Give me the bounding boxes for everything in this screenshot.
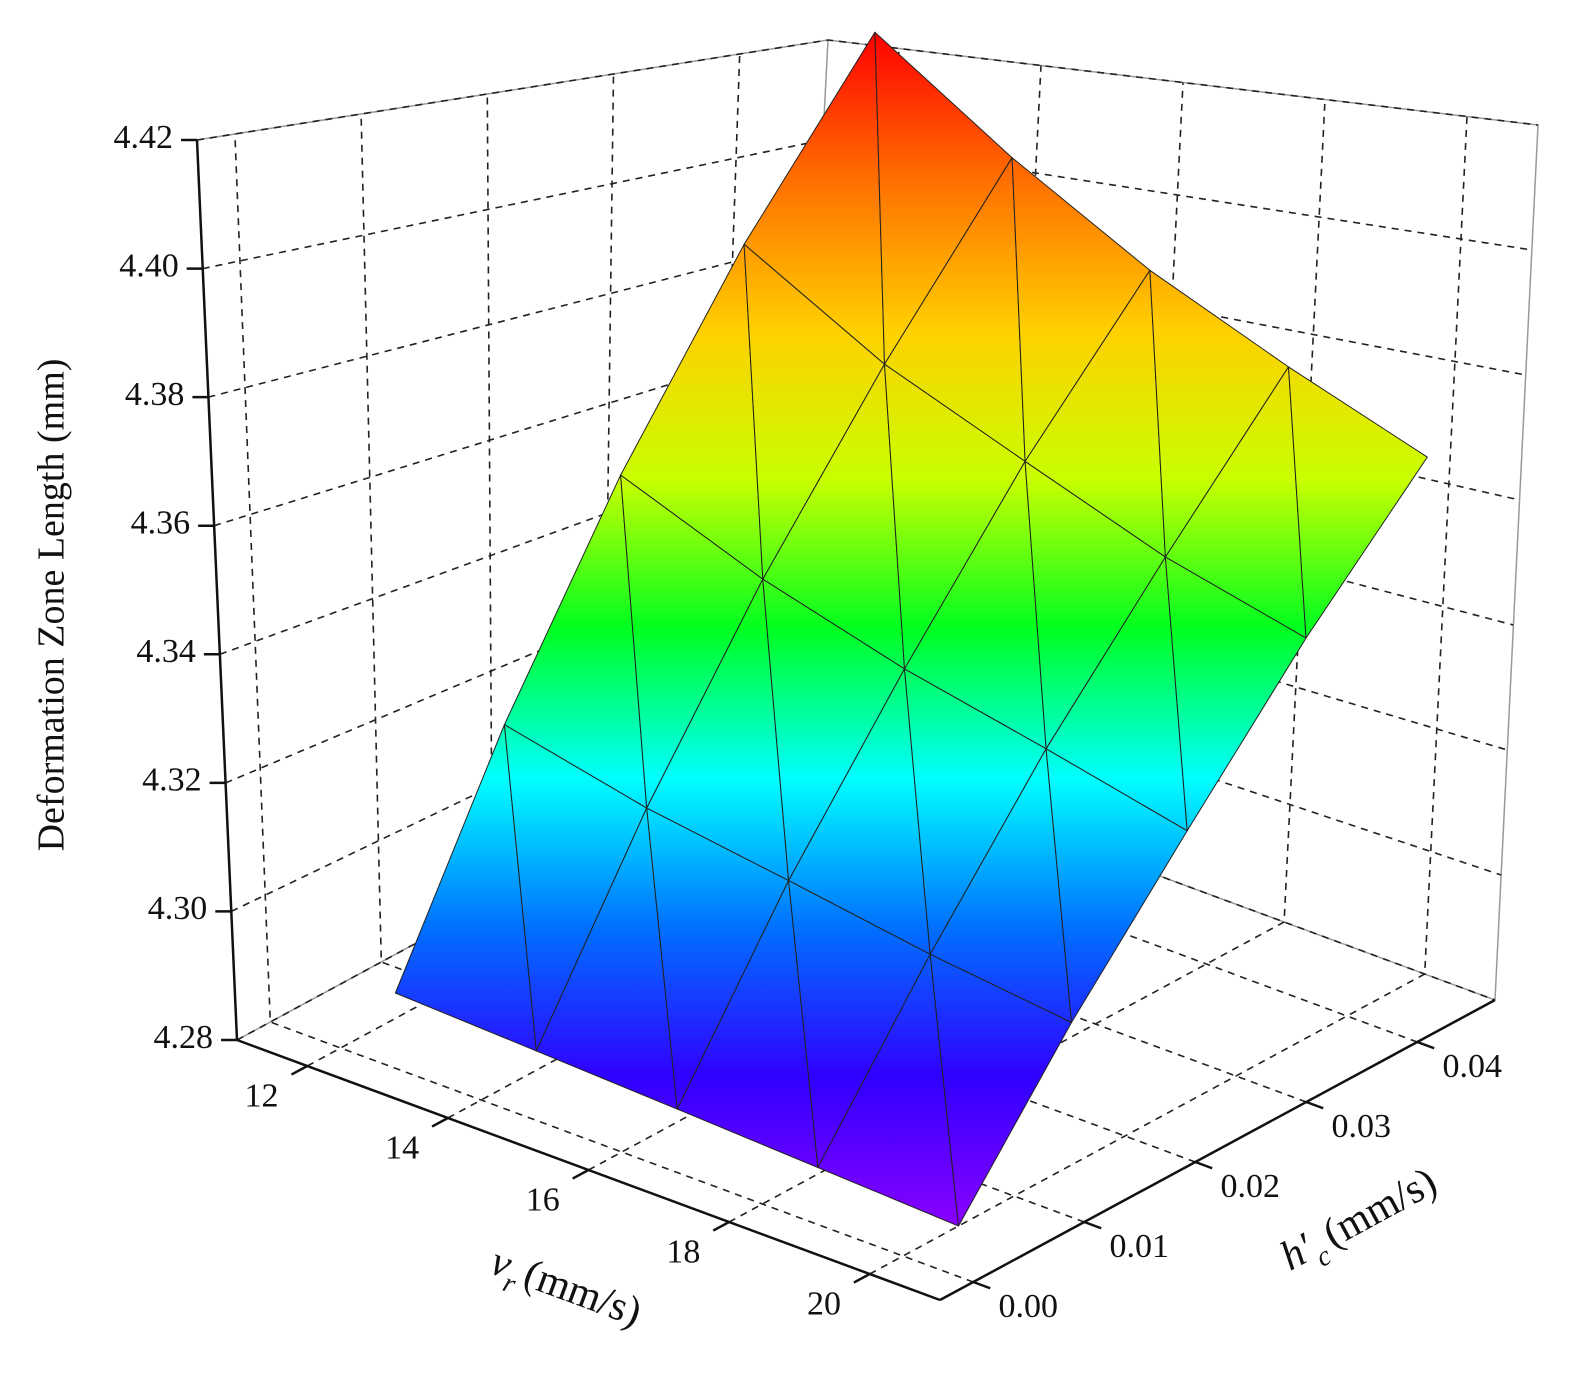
y-tick-label: 0.03 — [1331, 1108, 1391, 1145]
x-axis-title-unit: (mm/s) — [518, 1250, 648, 1335]
surface-facet — [1288, 366, 1428, 639]
z-tick-label: 4.38 — [125, 376, 185, 413]
z-axis — [195, 139, 239, 1041]
x-tick — [712, 1220, 730, 1232]
x-tick — [290, 1064, 308, 1076]
x-axis-title: vr(mm/s) — [481, 1238, 647, 1344]
z-tick-label: 4.34 — [136, 633, 196, 670]
x-tick-label: 16 — [526, 1182, 560, 1219]
y-axis — [939, 998, 1496, 1302]
grid-line — [869, 116, 1468, 1275]
grid-line — [196, 39, 1539, 141]
y-tick — [1194, 1160, 1213, 1170]
z-axis-title: Deformation Zone Length (mm) — [31, 359, 73, 852]
x-tick-label: 14 — [385, 1130, 419, 1167]
surface-facet — [1164, 556, 1307, 832]
y-tick — [972, 1280, 991, 1290]
grid-line — [234, 133, 974, 1283]
grid-line — [202, 139, 1533, 270]
y-tick — [1083, 1220, 1102, 1230]
x-tick-label: 20 — [807, 1286, 841, 1323]
x-tick-label: 12 — [245, 1078, 279, 1115]
y-tick — [1305, 1100, 1324, 1110]
y-tick-label: 0.01 — [1109, 1228, 1169, 1265]
y-tick — [1416, 1040, 1435, 1050]
surface-facet — [929, 953, 1072, 1227]
z-tick-label: 4.32 — [142, 762, 202, 799]
surface-facet — [1045, 748, 1188, 1023]
z-tick-label: 4.40 — [119, 247, 179, 284]
y-axis-title: h′c(mm/s) — [1273, 1158, 1449, 1287]
z-tick-label: 4.36 — [131, 505, 191, 542]
x-tick — [572, 1168, 590, 1180]
x-tick-label: 18 — [666, 1234, 700, 1271]
z-tick-label: 4.30 — [148, 890, 208, 927]
x-tick — [853, 1272, 871, 1284]
y-tick-label: 0.00 — [998, 1288, 1058, 1325]
y-tick-label: 0.04 — [1442, 1048, 1502, 1085]
y-axis-title-unit: (mm/s) — [1315, 1158, 1444, 1256]
y-tick-label: 0.02 — [1220, 1168, 1280, 1205]
z-tick-label: 4.28 — [154, 1019, 214, 1056]
z-tick-label: 4.42 — [114, 119, 174, 156]
x-tick — [431, 1116, 449, 1128]
